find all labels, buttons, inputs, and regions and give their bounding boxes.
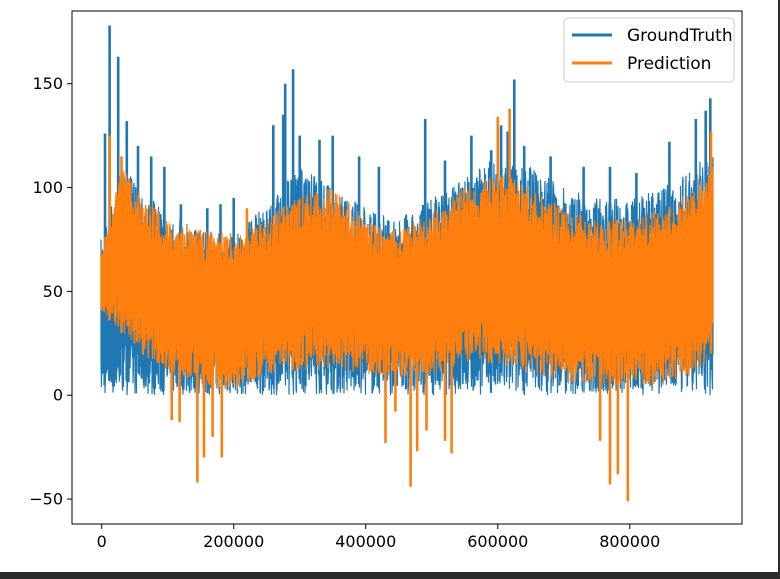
y-tick-label: 150: [32, 74, 63, 93]
legend-label-prediction: Prediction: [627, 54, 711, 74]
x-tick-label: 600000: [467, 532, 528, 551]
x-tick-label: 800000: [599, 532, 660, 551]
x-tick-label: 200000: [203, 532, 264, 551]
x-tick-label: 400000: [335, 532, 396, 551]
legend: GroundTruth Prediction: [563, 17, 735, 83]
y-tick-label: −50: [29, 490, 63, 509]
series-line-prediction: [100, 166, 714, 389]
x-axis: 0 200000 400000 600000 800000: [97, 524, 660, 551]
y-tick-label: 0: [53, 386, 63, 405]
plot-frame: [71, 10, 743, 525]
y-tick-label: 100: [32, 178, 63, 197]
x-tick-label: 0: [97, 532, 107, 551]
y-axis: −50 0 50 100 150: [29, 74, 72, 509]
y-tick-label: 50: [43, 282, 63, 301]
series-prediction: [100, 108, 714, 502]
legend-label-groundtruth: GroundTruth: [627, 26, 733, 46]
